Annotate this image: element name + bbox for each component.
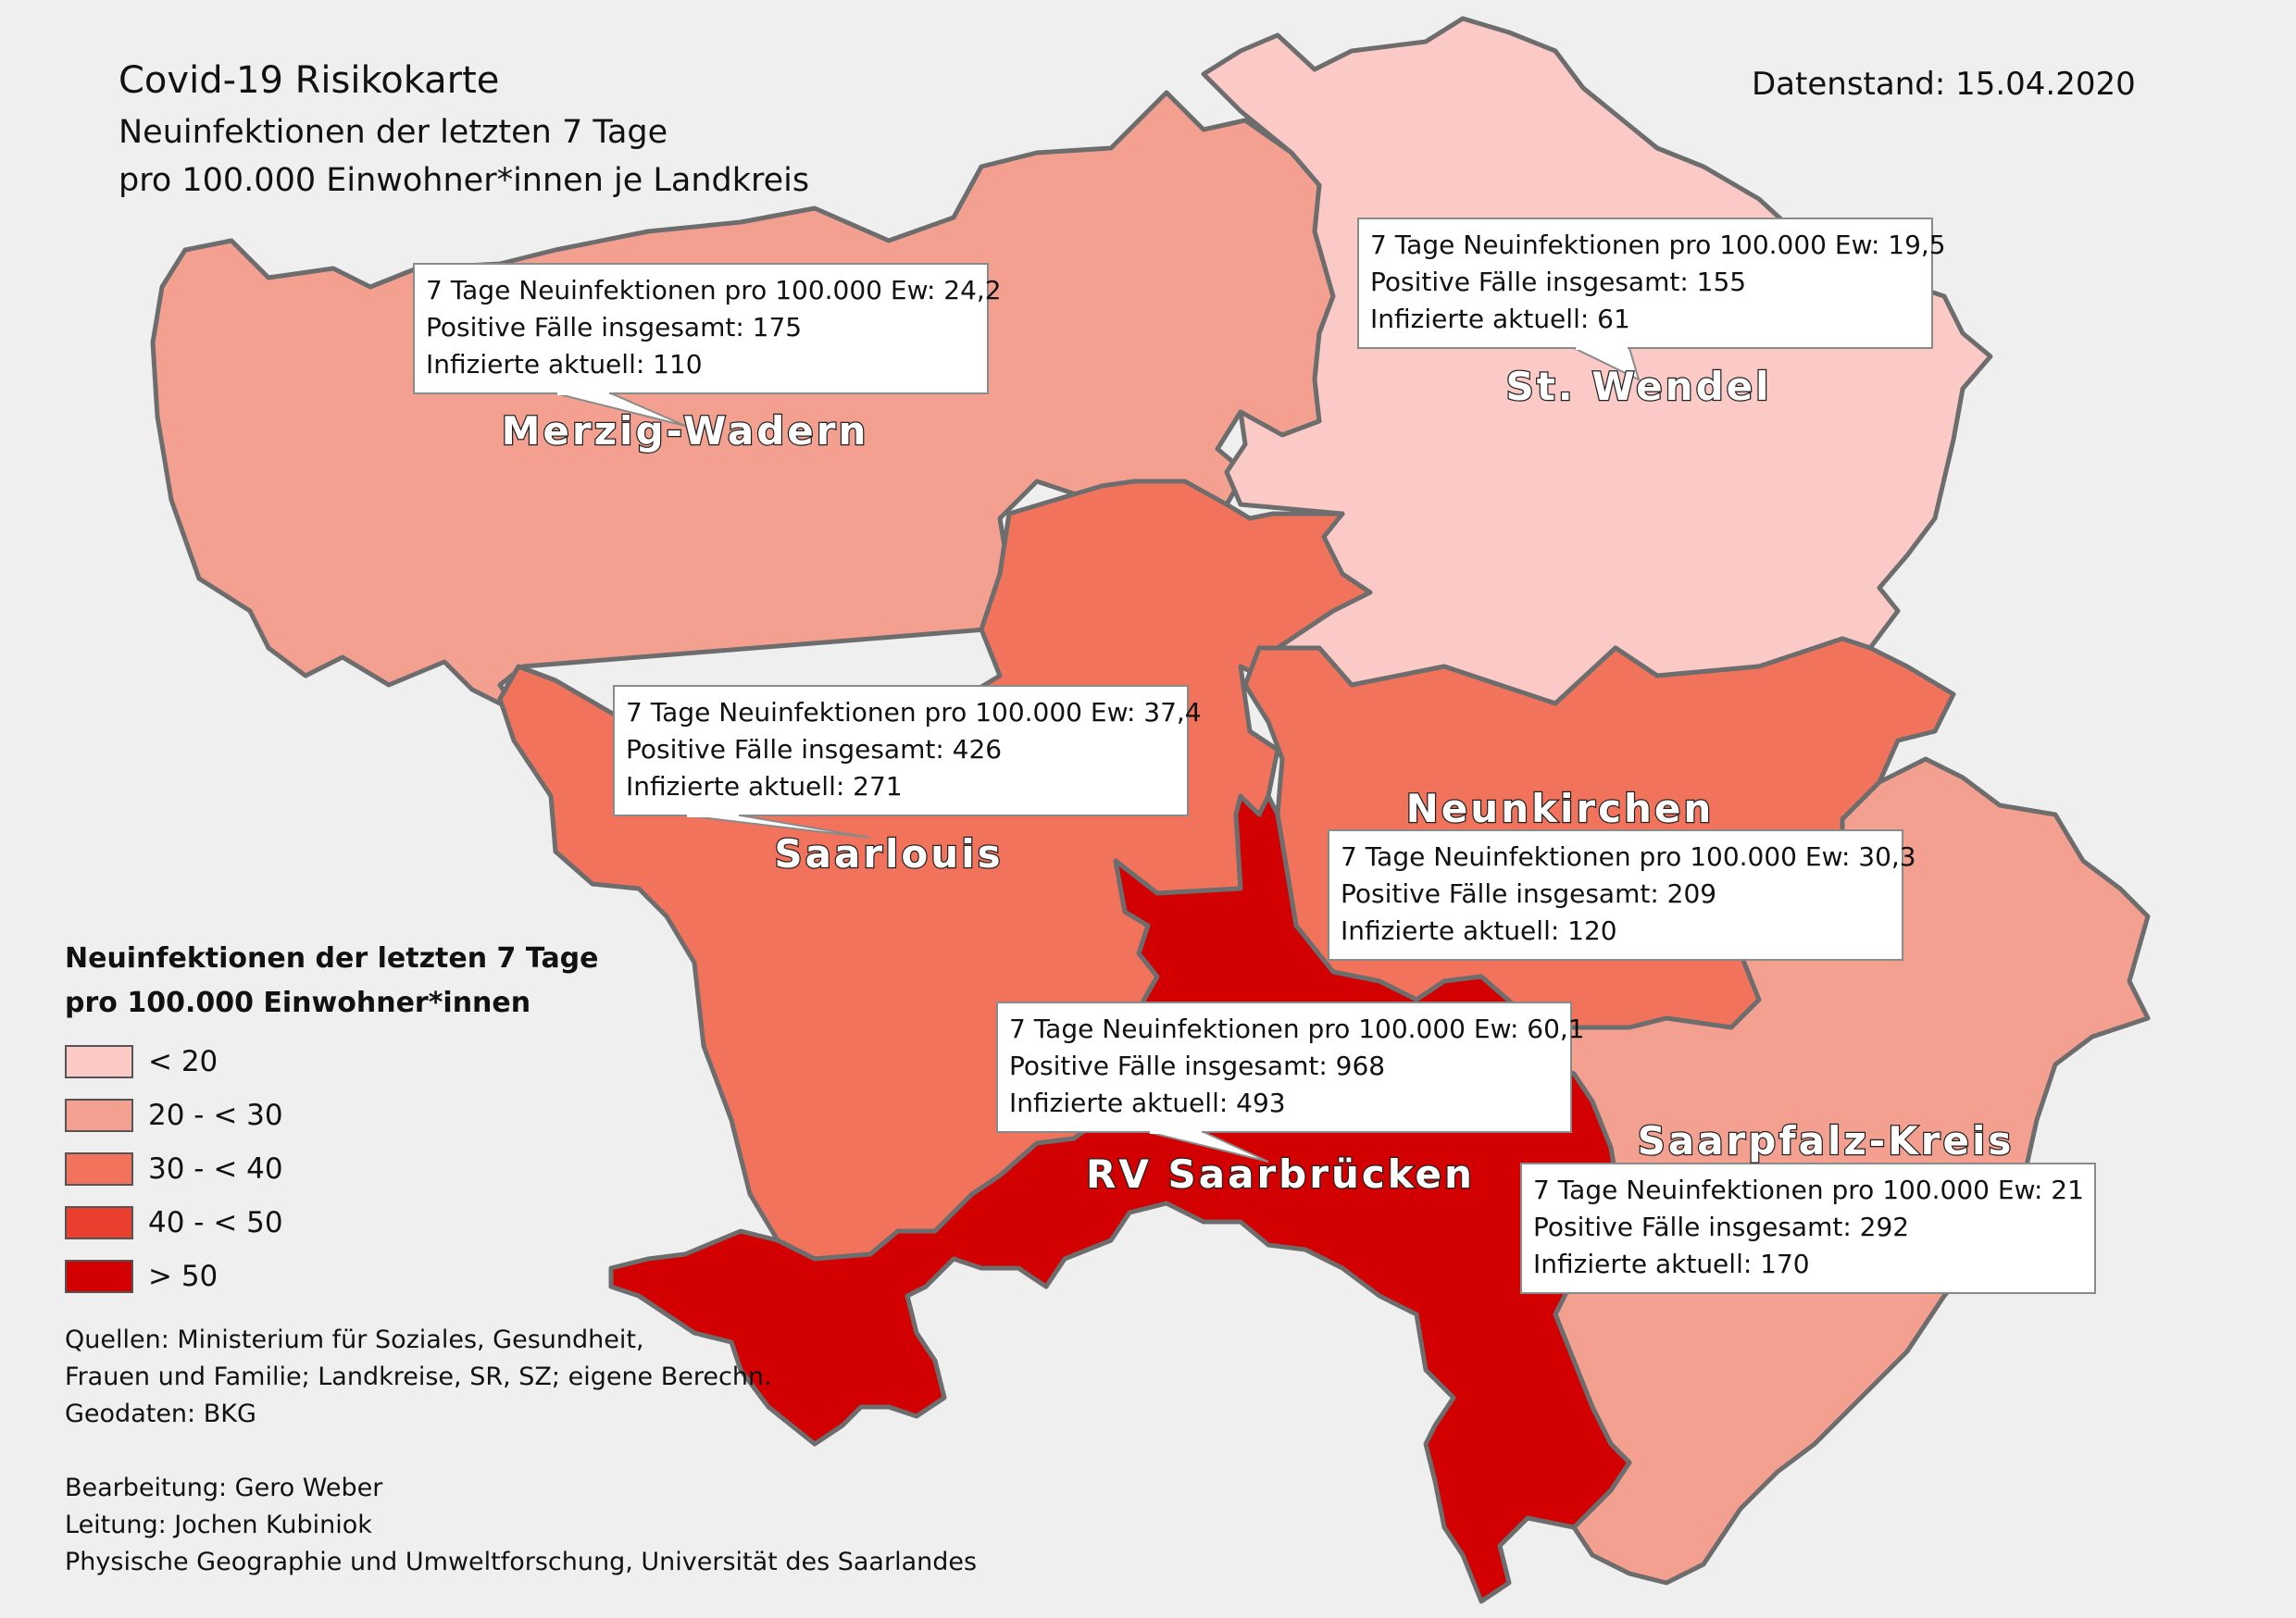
legend-label: 30 - < 40: [148, 1152, 283, 1186]
map-title: Covid-19 Risikokarte: [119, 59, 499, 102]
district-labels: Merzig-Wadern St. Wendel Saarlouis Neunkirc…: [500, 363, 2015, 1199]
callout-merzig-wadern: 7 Tage Neuinfektionen pro 100.000 Ew: 24…: [413, 263, 1002, 427]
source-line-2: Frauen und Familie; Landkreise, SR, SZ; …: [65, 1363, 772, 1391]
district-name-merzig-wadern: Merzig-Wadern: [502, 408, 869, 454]
callout-total-cases: Positive Fälle insgesamt: 968: [1009, 1051, 1385, 1081]
callout-incidence: 7 Tage Neuinfektionen pro 100.000 Ew: 37…: [626, 697, 1202, 728]
callout-total-cases: Positive Fälle insgesamt: 155: [1370, 267, 1746, 297]
district-name-neunkirchen: Neunkirchen: [1406, 786, 1715, 831]
callout-total-cases: Positive Fälle insgesamt: 175: [426, 312, 802, 342]
callout-st-wendel: 7 Tage Neuinfektionen pro 100.000 Ew: 19…: [1357, 218, 1946, 381]
district-name-rv-saarbruecken: RV Saarbrücken: [1086, 1151, 1475, 1197]
legend-swatch: [65, 1099, 133, 1132]
legend-item: > 50: [65, 1250, 713, 1303]
callout-incidence: 7 Tage Neuinfektionen pro 100.000 Ew: 30…: [1341, 841, 1916, 872]
callout-rv-saarbruecken: 7 Tage Neuinfektionen pro 100.000 Ew: 60…: [996, 1002, 1585, 1163]
district-name-saarlouis: Saarlouis: [774, 831, 1003, 877]
callout-neunkirchen: 7 Tage Neuinfektionen pro 100.000 Ew: 30…: [1328, 829, 1916, 961]
callout-total-cases: Positive Fälle insgesamt: 209: [1341, 878, 1716, 909]
map-legend: Neuinfektionen der letzten 7 Tage pro 10…: [65, 937, 713, 1303]
author-line-1: Bearbeitung: Gero Weber: [65, 1474, 383, 1502]
callout-saarlouis: 7 Tage Neuinfektionen pro 100.000 Ew: 37…: [613, 685, 1202, 839]
district-callouts: 7 Tage Neuinfektionen pro 100.000 Ew: 24…: [413, 218, 2096, 1294]
legend-item: 40 - < 50: [65, 1196, 713, 1250]
callout-active-cases: Infizierte aktuell: 271: [626, 771, 903, 802]
callout-box: [613, 685, 1189, 816]
source-line-3: Geodaten: BKG: [65, 1400, 256, 1428]
callout-incidence: 7 Tage Neuinfektionen pro 100.000 Ew: 19…: [1370, 230, 1946, 260]
callout-active-cases: Infizierte aktuell: 493: [1009, 1088, 1286, 1118]
callout-active-cases: Infizierte aktuell: 120: [1341, 915, 1617, 946]
legend-label: < 20: [148, 1045, 218, 1078]
callout-saarpfalz-kreis: 7 Tage Neuinfektionen pro 100.000 Ew: 21…: [1520, 1163, 2096, 1294]
callout-total-cases: Positive Fälle insgesamt: 426: [626, 734, 1002, 765]
legend-label: 40 - < 50: [148, 1206, 283, 1239]
callout-active-cases: Infizierte aktuell: 170: [1533, 1249, 1810, 1279]
credits: Quellen: Ministerium für Soziales, Gesun…: [65, 1322, 1083, 1581]
author-line-2: Leitung: Jochen Kubiniok: [65, 1511, 372, 1539]
district-area-rv-saarbruecken[interactable]: [608, 793, 1632, 1604]
legend-swatch: [65, 1152, 133, 1186]
callout-total-cases: Positive Fälle insgesamt: 292: [1533, 1212, 1909, 1242]
legend-swatch: [65, 1260, 133, 1293]
legend-title-line-1: Neuinfektionen der letzten 7 Tage: [65, 942, 599, 975]
legend-swatch: [65, 1206, 133, 1239]
callout-box: [413, 263, 989, 394]
callout-box: [1328, 829, 1903, 961]
legend-item: < 20: [65, 1035, 713, 1089]
legend-swatch: [65, 1045, 133, 1078]
legend-title-line-2: pro 100.000 Einwohner*innen: [65, 987, 531, 1019]
district-name-st-wendel: St. Wendel: [1505, 364, 1771, 409]
callout-active-cases: Infizierte aktuell: 110: [426, 349, 703, 380]
callout-box: [1357, 218, 1933, 349]
legend-label: 20 - < 30: [148, 1099, 283, 1132]
callout-box: [996, 1002, 1572, 1133]
callout-incidence: 7 Tage Neuinfektionen pro 100.000 Ew: 21: [1533, 1175, 2084, 1205]
callout-box: [1520, 1163, 2096, 1294]
author-line-3: Physische Geographie und Umweltforschung…: [65, 1548, 978, 1576]
legend-item: 30 - < 40: [65, 1142, 713, 1196]
callout-active-cases: Infizierte aktuell: 61: [1370, 304, 1630, 334]
source-line-1: Quellen: Ministerium für Soziales, Gesun…: [65, 1326, 644, 1354]
legend-label: > 50: [148, 1260, 218, 1293]
legend-items: < 20 20 - < 30 30 - < 40 40 - < 50 > 50: [65, 1035, 713, 1303]
callout-incidence: 7 Tage Neuinfektionen pro 100.000 Ew: 60…: [1009, 1014, 1585, 1044]
map-subtitle-line-2: pro 100.000 Einwohner*innen je Landkreis: [119, 162, 809, 199]
legend-item: 20 - < 30: [65, 1089, 713, 1142]
district-name-saarpfalz-kreis: Saarpfalz-Kreis: [1638, 1118, 2015, 1164]
callout-incidence: 7 Tage Neuinfektionen pro 100.000 Ew: 24…: [426, 275, 1002, 305]
credits-spacer: [65, 1433, 1083, 1470]
data-date: Datenstand: 15.04.2020: [1752, 66, 2136, 103]
map-subtitle-line-1: Neuinfektionen der letzten 7 Tage: [119, 114, 668, 151]
